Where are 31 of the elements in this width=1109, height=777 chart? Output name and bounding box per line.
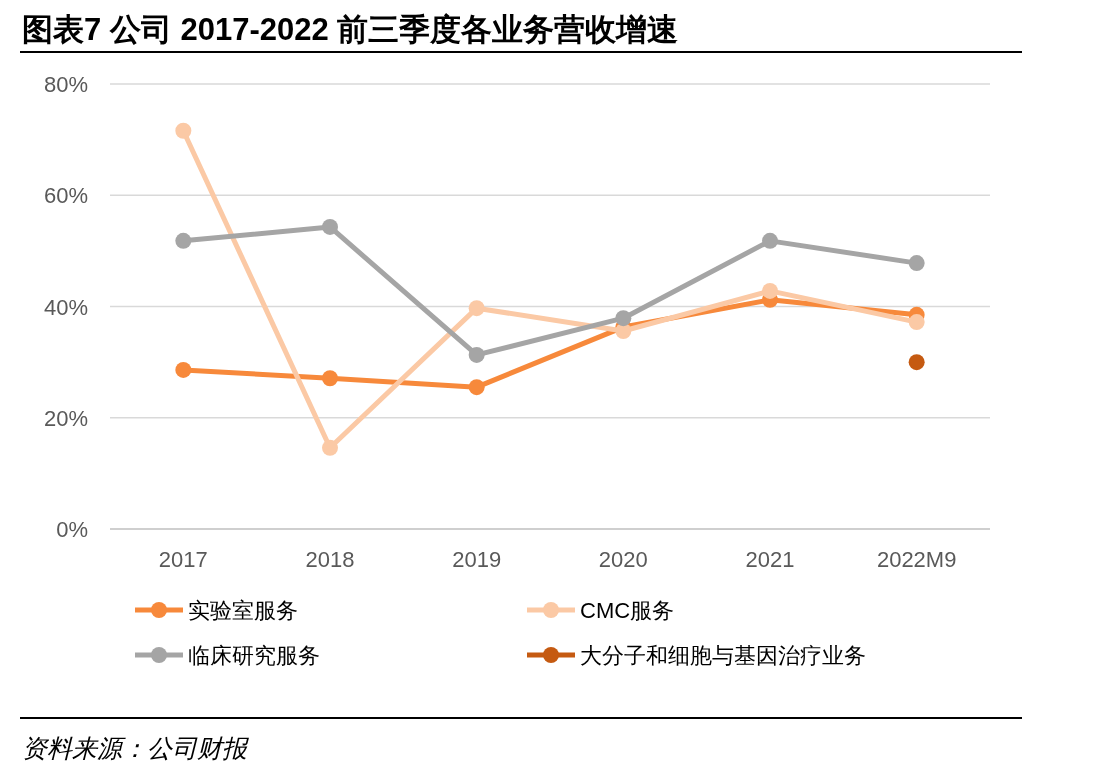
chart-title: 图表7 公司 2017-2022 前三季度各业务营收增速 (22, 12, 679, 47)
y-tick-label: 60% (43, 183, 88, 209)
point (175, 122, 192, 139)
point (322, 218, 338, 235)
point (762, 282, 778, 299)
x-tick-label: 2017 (158, 547, 208, 572)
y-tick-label: 20% (43, 405, 88, 431)
point (762, 232, 778, 249)
point (615, 310, 632, 327)
point (322, 439, 338, 456)
legend-label: CMC服务 (580, 598, 675, 623)
x-tick-label: 2022M9 (876, 547, 957, 572)
x-tick-label: 2020 (598, 547, 648, 572)
legend-label: 临床研究服务 (188, 643, 320, 668)
x-tick-label: 2019 (452, 547, 502, 572)
point (468, 300, 485, 317)
legend-label: 大分子和细胞与基因治疗业务 (580, 643, 866, 668)
point (908, 314, 925, 331)
point (468, 379, 485, 396)
y-tick-label: 0% (56, 517, 88, 542)
x-tick-label: 2021 (745, 547, 795, 572)
point (175, 361, 192, 378)
point (175, 232, 192, 249)
y-tick-label: 80% (43, 72, 88, 97)
x-tick-label: 2018 (305, 547, 355, 572)
point (908, 255, 925, 272)
legend-label: 实验室服务 (188, 598, 298, 623)
point (468, 346, 485, 363)
point (322, 370, 338, 387)
text: 资料来源：公司财报 (22, 734, 249, 762)
y-tick-label: 40% (43, 294, 88, 320)
